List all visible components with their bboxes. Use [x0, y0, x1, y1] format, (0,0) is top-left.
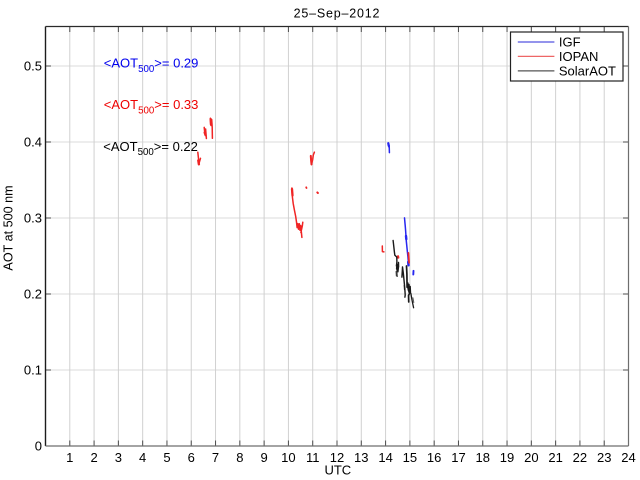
svg-text:15: 15: [403, 450, 417, 465]
svg-text:0.2: 0.2: [24, 287, 42, 302]
svg-text:11: 11: [306, 450, 320, 465]
svg-text:4: 4: [139, 450, 146, 465]
svg-text:18: 18: [476, 450, 490, 465]
svg-text:8: 8: [236, 450, 243, 465]
svg-text:SolarAOT: SolarAOT: [559, 63, 616, 78]
svg-text:<AOT500>= 0.33: <AOT500>= 0.33: [104, 97, 199, 116]
svg-text:5: 5: [163, 450, 170, 465]
svg-text:3: 3: [115, 450, 122, 465]
svg-text:UTC: UTC: [324, 463, 351, 478]
svg-text:21: 21: [548, 450, 562, 465]
svg-text:20: 20: [524, 450, 538, 465]
svg-text:22: 22: [573, 450, 587, 465]
svg-text:0: 0: [35, 439, 42, 454]
svg-text:24: 24: [621, 450, 635, 465]
svg-text:6: 6: [188, 450, 195, 465]
svg-text:2: 2: [90, 450, 97, 465]
svg-text:9: 9: [261, 450, 268, 465]
svg-text:7: 7: [212, 450, 219, 465]
svg-text:<AOT500>= 0.29: <AOT500>= 0.29: [104, 56, 199, 75]
svg-text:10: 10: [281, 450, 295, 465]
svg-text:0.3: 0.3: [24, 211, 42, 226]
svg-text:17: 17: [451, 450, 465, 465]
svg-text:IOPAN: IOPAN: [559, 49, 599, 64]
svg-text:AOT at 500 nm: AOT at 500 nm: [2, 185, 16, 270]
svg-text:0.4: 0.4: [24, 135, 42, 150]
svg-text:1: 1: [66, 450, 73, 465]
svg-text:25–Sep–2012: 25–Sep–2012: [294, 7, 381, 21]
svg-text:0.5: 0.5: [24, 59, 42, 74]
svg-text:16: 16: [427, 450, 441, 465]
svg-text:14: 14: [378, 450, 392, 465]
svg-text:12: 12: [330, 450, 344, 465]
svg-text:19: 19: [500, 450, 514, 465]
svg-text:23: 23: [597, 450, 611, 465]
svg-text:13: 13: [354, 450, 368, 465]
svg-text:0.1: 0.1: [24, 363, 42, 378]
svg-text:IGF: IGF: [559, 34, 581, 49]
svg-text:<AOT500>= 0.22: <AOT500>= 0.22: [103, 139, 198, 158]
